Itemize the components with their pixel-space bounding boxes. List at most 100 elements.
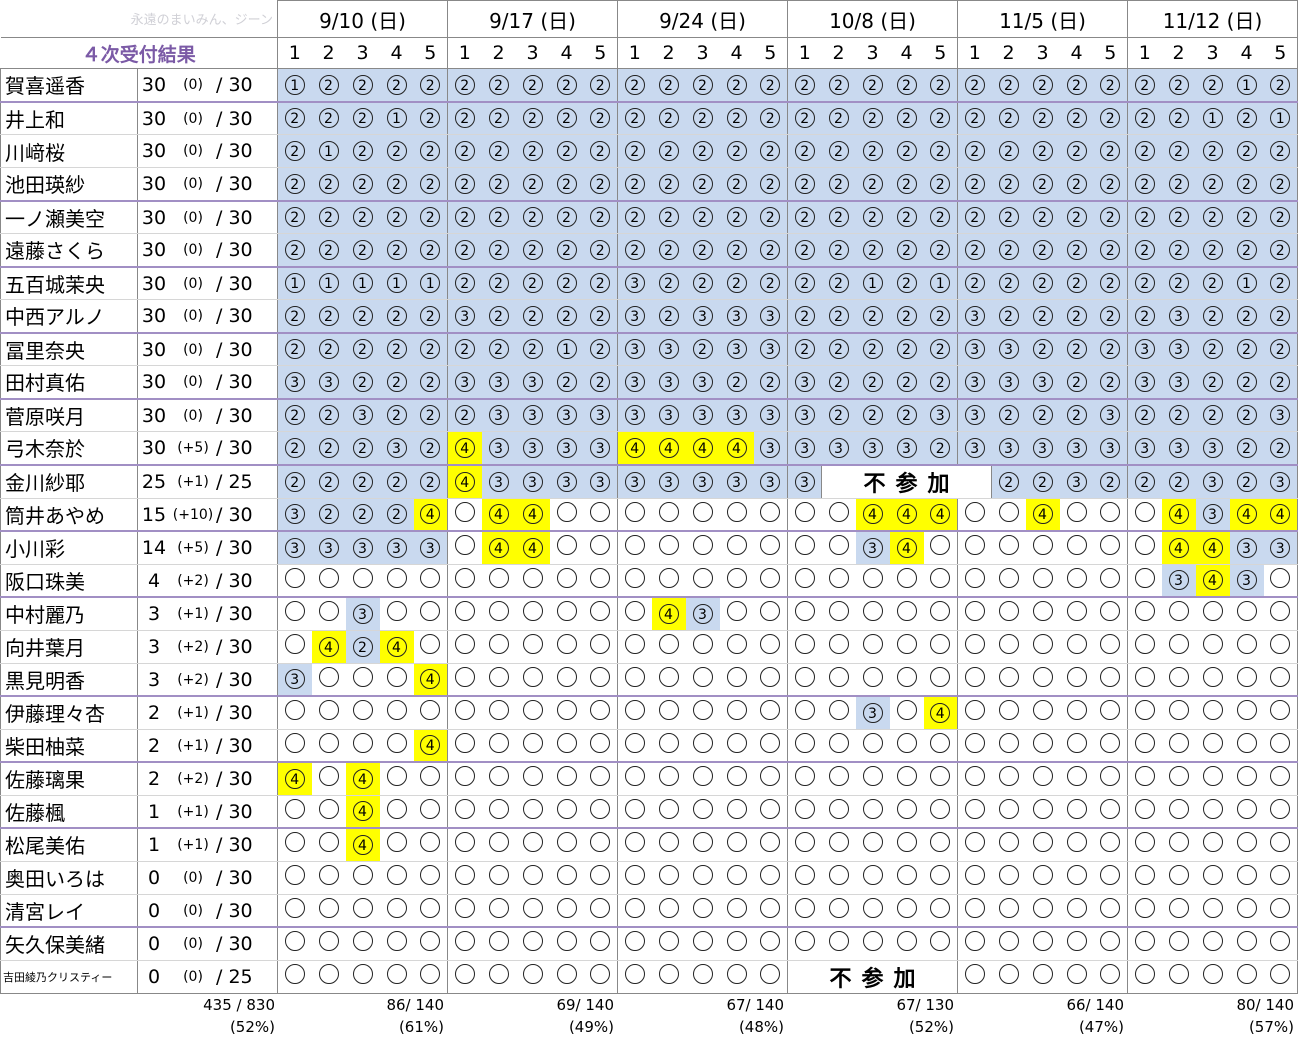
circle-icon: 2 [930,108,951,129]
circle-icon [284,931,305,952]
ticket-cell [651,564,686,598]
ticket-cell: 2 [379,200,414,234]
circle-icon [896,634,917,654]
ticket-cell: 2 [889,134,924,168]
circle-icon: 2 [862,74,883,95]
ticket-cell [447,762,482,796]
ticket-cell [719,960,754,994]
slot-number: 3 [1025,37,1060,69]
ticket-cell [1195,762,1230,796]
ticket-cell [855,630,890,664]
ticket-cell: 2 [1161,233,1196,268]
ticket-cell [481,795,516,829]
ticket-cell [957,927,992,961]
circle-icon: 2 [828,141,849,161]
circle-icon [454,567,475,588]
ticket-cell [1025,564,1060,598]
ticket-cell [481,729,516,763]
circle-icon: 2 [522,273,543,294]
circle-icon: 2 [284,108,305,129]
ticket-cell [1161,729,1196,763]
circle-icon: 2 [828,273,849,294]
circle-icon [1236,897,1257,918]
ticket-cell [481,894,516,928]
circle-icon [1100,766,1121,787]
circle-icon [658,865,679,885]
circle-icon: 4 [522,537,543,558]
circle-icon [556,931,577,952]
slot-number: 5 [923,37,958,69]
ticket-cell: 2 [617,134,652,168]
circle-icon: 2 [624,108,645,129]
circle-icon: 4 [896,537,917,558]
circle-icon [1168,766,1189,787]
ticket-cell: 1 [379,101,414,135]
member-score: 30 (0)/ 30 [137,398,278,432]
ticket-cell [855,663,890,697]
ticket-cell [787,861,822,895]
ticket-cell: 2 [787,68,822,103]
circle-icon: 3 [862,537,883,558]
ticket-cell [1093,960,1128,994]
ticket-cell [1229,861,1264,895]
circle-icon: 2 [692,339,713,360]
circle-icon: 2 [726,173,747,194]
ticket-cell: 2 [685,200,720,234]
circle-icon: 2 [352,173,373,194]
ticket-cell [889,894,924,928]
circle-icon [352,567,373,588]
ticket-cell: 2 [413,68,448,103]
ticket-cell: 3 [991,365,1026,400]
ticket-cell: 3 [753,299,788,334]
ticket-cell: 4 [515,531,550,565]
date-percent-3: (48%) [738,1018,784,1036]
ticket-cell: 3 [753,332,788,366]
ticket-cell: 2 [1127,299,1162,334]
ticket-cell [583,630,618,664]
ticket-cell: 4 [345,762,380,796]
circle-icon [624,666,645,687]
circle-icon: 2 [590,273,611,294]
member-name: 金川紗耶 [0,464,138,499]
ticket-cell: 2 [685,233,720,268]
circle-icon: 2 [896,239,917,260]
circle-icon: 3 [1202,471,1223,492]
ticket-cell: 4 [1161,498,1196,532]
ticket-cell: 4 [923,696,958,730]
ticket-cell: 2 [1093,332,1128,366]
date-count-4: 67/ 130 [896,996,954,1014]
circle-icon [1270,601,1291,622]
member-diff: (0) [183,936,203,952]
ticket-cell: 2 [1127,464,1162,499]
ticket-cell [583,663,618,697]
circle-icon: 1 [284,74,305,95]
member-total: / 30 [216,140,253,163]
ticket-cell: 2 [923,134,958,168]
circle-icon [556,964,577,984]
ticket-cell: 2 [617,167,652,202]
circle-icon: 2 [998,74,1019,95]
ticket-cell [1127,630,1162,664]
ticket-cell: 3 [617,299,652,334]
circle-icon: 2 [1134,141,1155,161]
circle-icon [386,700,407,721]
ticket-cell: 2 [277,464,312,499]
circle-icon: 2 [828,371,849,392]
ticket-cell: 3 [957,299,992,334]
circle-icon: 2 [522,173,543,194]
ticket-cell: 4 [889,498,924,532]
circle-icon [556,634,577,654]
circle-icon: 1 [556,339,577,360]
ticket-cell [787,894,822,928]
member-total: / 30 [216,338,253,361]
ticket-cell: 3 [651,464,686,499]
circle-icon [794,501,815,522]
circle-icon [420,931,441,952]
circle-icon: 2 [658,74,679,95]
ticket-cell: 3 [1093,398,1128,432]
circle-icon [828,535,849,556]
slot-number: 1 [787,37,822,69]
circle-icon [1134,897,1155,918]
circle-icon: 2 [760,371,781,392]
circle-icon [862,732,883,753]
